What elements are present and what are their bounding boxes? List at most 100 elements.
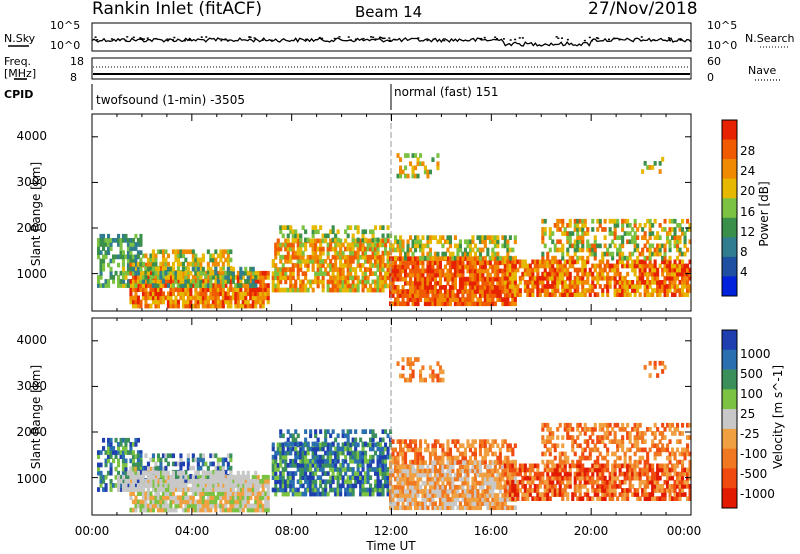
velocity-cell [384,483,388,489]
velocity-cell [309,471,313,476]
velocity-cell [289,483,293,489]
power-cell [591,247,595,253]
velocity-cell [281,487,285,493]
power-cell [301,279,305,285]
velocity-cell [124,474,128,480]
power-cell [221,265,225,271]
power-cell [201,257,205,263]
power-cell [291,283,295,289]
velocity-cell [171,491,175,496]
power-cell [546,259,550,265]
velocity-cell [161,474,165,479]
velocity-cell [433,455,437,461]
power-cell [409,289,413,294]
power-cell [231,291,235,297]
velocity-cell [381,463,385,468]
power-cell [141,291,145,297]
velocity-cell [281,433,285,439]
power-cell [254,295,258,301]
power-cell [291,237,295,243]
velocity-cell [294,429,298,434]
power-cell [608,251,612,257]
power-cell [436,268,440,274]
power-cell [518,292,522,297]
velocity-cell [508,460,512,465]
power-cell [588,243,592,249]
power-cell [483,255,487,261]
power-cell [496,243,500,249]
power-cell [379,283,383,289]
power-cell [249,279,253,284]
velocity-cell [401,447,405,453]
power-cell [438,276,442,282]
power-cell [279,225,283,230]
power-cell [656,292,660,297]
velocity-cell [411,480,415,486]
power-cell [359,279,363,285]
velocity-cell [179,495,183,501]
velocity-cell [369,446,373,452]
velocity-cell [391,451,395,457]
nsearch-dot [227,39,230,42]
power-cell [456,255,460,261]
velocity-cell [224,457,228,463]
power-cell [326,250,330,256]
velocity-cell [431,443,435,449]
power-cell [214,283,218,288]
velocity-cell [206,483,210,488]
power-cell [453,272,457,278]
velocity-cell [186,487,190,492]
power-cell [591,243,595,249]
power-cell [329,275,333,281]
velocity-cell [501,460,505,465]
velocity-cell [139,469,143,475]
power-cell [541,231,545,236]
power-cell [493,264,497,270]
velocity-cell [411,464,415,470]
velocity-cell [496,468,500,474]
power-cell [573,284,577,289]
velocity-cell [491,460,495,465]
power-cell [286,250,290,256]
velocity-cell [386,491,390,497]
velocity-cell [423,480,427,486]
velocity-cell [201,487,205,492]
power-cell [423,255,427,261]
power-cell [538,259,542,265]
power-cell [186,274,190,279]
velocity-cell [216,457,220,463]
power-cell [471,235,475,240]
power-cell [191,261,195,267]
power-cell [156,299,160,305]
nsearch-dot [518,37,521,39]
velocity-cell [471,493,475,498]
power-cell [404,272,408,278]
power-cell [384,237,388,243]
power-cell [473,264,477,270]
power-cell [374,254,378,260]
velocity-cell [159,507,163,513]
power-cell [423,280,427,286]
velocity-cell [426,447,430,453]
power-cell [149,265,153,271]
velocity-cell [369,487,373,493]
velocity-cell [179,465,183,471]
velocity-cell [216,483,220,488]
velocity-cell [216,478,220,483]
velocity-cell [151,487,155,492]
velocity-cell [463,464,467,470]
power-cell [186,295,190,301]
power-cell [366,238,370,244]
power-cell [381,233,385,239]
velocity-cell [251,474,255,480]
velocity-cell [156,453,160,459]
power-cell [606,292,610,297]
nsearch-dot [557,37,560,40]
power-cell [426,280,430,286]
velocity-cell [401,501,405,506]
power-cell [471,272,475,278]
power-cell [528,275,532,281]
power-cell [219,270,223,275]
power-cell [466,256,470,261]
power-cell [663,280,667,285]
